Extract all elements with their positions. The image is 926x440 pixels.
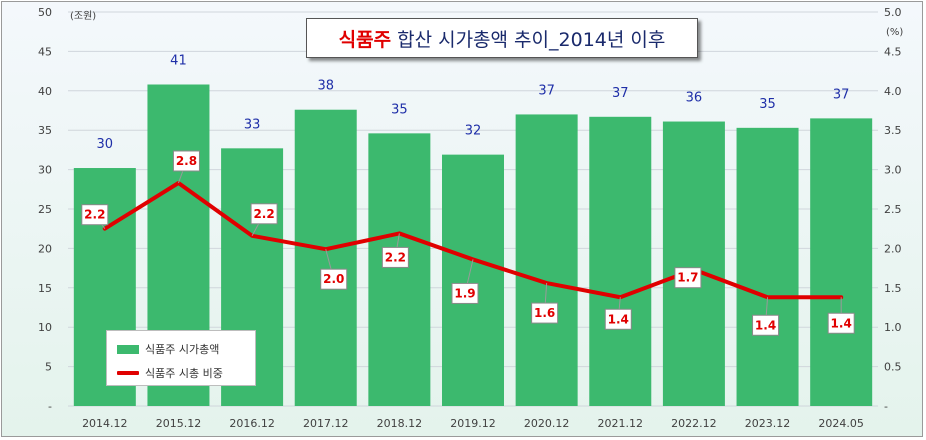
line-label-box xyxy=(531,302,559,324)
right-axis-tick: 1.0 xyxy=(884,321,902,334)
left-axis-tick: 10 xyxy=(38,321,52,334)
line-label-box xyxy=(827,312,855,334)
bar-market-cap xyxy=(662,121,725,407)
left-axis-tick: 25 xyxy=(38,203,52,216)
right-axis-tick: 5.0 xyxy=(884,6,902,19)
right-axis-tick: 3.0 xyxy=(884,164,902,177)
line-value-label: 2.2 xyxy=(253,207,274,221)
legend-label-market-cap: 식품주 시가총액 xyxy=(145,343,220,356)
left-axis-tick: 30 xyxy=(38,164,52,177)
bar-market-cap xyxy=(810,118,873,406)
right-axis-tick: 3.5 xyxy=(884,124,902,137)
legend-line-swatch xyxy=(117,371,139,375)
bar-market-cap xyxy=(442,154,504,406)
x-axis-tick: 2023.12 xyxy=(745,417,791,430)
right-axis-tick: 0.5 xyxy=(884,361,902,374)
bar-value-label: 38 xyxy=(317,79,334,94)
bar-market-cap xyxy=(368,133,431,407)
x-axis-tick: 2022.12 xyxy=(671,417,717,430)
left-axis-tick: 5 xyxy=(45,361,52,374)
left-axis-tick: - xyxy=(48,400,52,413)
line-label-box xyxy=(250,203,278,225)
x-axis-tick: 2016.12 xyxy=(229,417,275,430)
line-value-label: 2.8 xyxy=(176,154,197,168)
line-value-label: 2.0 xyxy=(323,272,344,286)
line-label-box xyxy=(172,150,200,172)
right-axis-tick: - xyxy=(884,400,888,413)
chart-title-highlight: 식품주 xyxy=(338,28,392,51)
right-axis-tick: 2.5 xyxy=(884,203,902,216)
chart-title-rest: 합산 시가총액 추이_2014년 이후 xyxy=(397,28,666,51)
line-value-label: 1.9 xyxy=(454,286,475,300)
bar-value-label: 32 xyxy=(465,124,482,139)
legend-item-market-cap: 식품주 시가총액 xyxy=(117,341,219,357)
right-axis-unit: (%) xyxy=(886,27,903,38)
line-label-box xyxy=(604,308,632,330)
bar-value-label: 35 xyxy=(759,97,776,112)
bar-value-label: 37 xyxy=(833,87,850,102)
left-axis-tick: 45 xyxy=(38,45,52,58)
line-value-label: 1.4 xyxy=(608,312,629,326)
line-label-box xyxy=(81,204,109,226)
bar-value-label: 30 xyxy=(97,137,114,152)
legend-label-weight: 식품주 시총 비중 xyxy=(145,367,223,380)
left-axis-tick: 35 xyxy=(38,124,52,137)
left-axis-unit: (조원) xyxy=(70,10,96,22)
bar-market-cap xyxy=(515,114,578,406)
line-value-label: 1.7 xyxy=(677,271,698,285)
chart-title: 식품주 합산 시가총액 추이_2014년 이후 xyxy=(306,18,698,58)
line-value-label: 1.6 xyxy=(534,306,555,320)
line-value-label: 2.2 xyxy=(84,208,105,222)
line-value-label: 1.4 xyxy=(831,316,852,330)
bar-value-label: 36 xyxy=(686,91,703,106)
bar-value-label: 35 xyxy=(391,102,408,117)
x-axis-tick: 2020.12 xyxy=(524,417,570,430)
right-axis-tick: 2.0 xyxy=(884,242,902,255)
line-value-label: 2.2 xyxy=(385,250,406,264)
x-axis-tick: 2024.05 xyxy=(818,417,864,430)
bar-market-cap xyxy=(589,116,652,406)
x-axis-tick: 2021.12 xyxy=(598,417,644,430)
line-label-box xyxy=(451,282,479,304)
right-axis-tick: 1.5 xyxy=(884,282,902,295)
right-axis-tick: 4.0 xyxy=(884,85,902,98)
chart-legend: 식품주 시가총액 식품주 시총 비중 xyxy=(106,330,256,386)
right-axis-tick: 4.5 xyxy=(884,45,902,58)
left-axis-tick: 50 xyxy=(38,6,52,19)
bar-value-label: 37 xyxy=(538,83,555,98)
legend-item-weight: 식품주 시총 비중 xyxy=(117,365,223,381)
x-axis-tick: 2017.12 xyxy=(303,417,349,430)
line-value-label: 1.4 xyxy=(755,318,776,332)
x-axis-tick: 2014.12 xyxy=(82,417,128,430)
line-label-box xyxy=(320,268,348,290)
line-label-box xyxy=(381,246,409,268)
legend-bar-swatch xyxy=(117,344,139,354)
line-label-box xyxy=(752,314,780,336)
x-axis-tick: 2019.12 xyxy=(450,417,496,430)
bar-market-cap xyxy=(736,127,799,406)
left-axis-tick: 15 xyxy=(38,282,52,295)
bar-market-cap xyxy=(294,109,357,406)
bar-value-label: 37 xyxy=(612,86,629,101)
bar-value-label: 33 xyxy=(244,117,261,132)
left-axis-tick: 20 xyxy=(38,242,52,255)
left-axis-tick: 40 xyxy=(38,85,52,98)
x-axis-tick: 2018.12 xyxy=(377,417,423,430)
bar-value-label: 41 xyxy=(170,53,187,68)
x-axis-tick: 2015.12 xyxy=(156,417,202,430)
line-label-box xyxy=(674,267,702,289)
